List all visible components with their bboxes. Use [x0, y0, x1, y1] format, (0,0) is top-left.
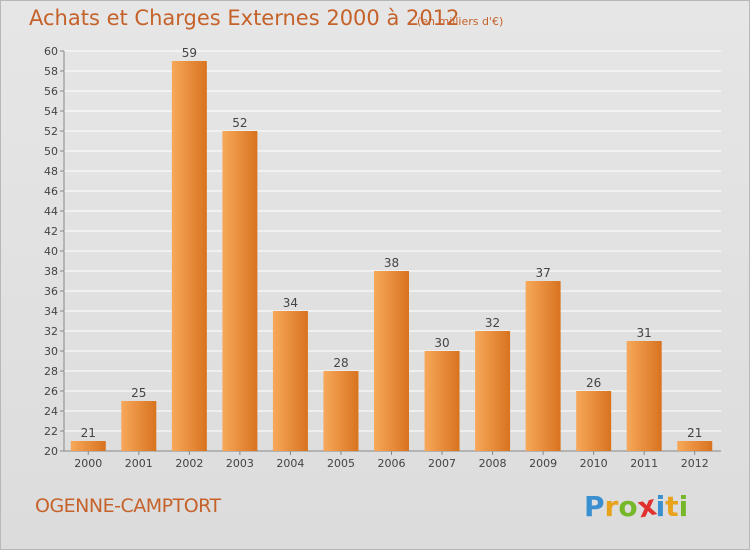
x-tick-label: 2002 — [175, 457, 203, 470]
x-tick-label: 2007 — [428, 457, 456, 470]
y-tick-label: 32 — [44, 325, 58, 338]
bar — [677, 441, 713, 451]
y-tick-label: 60 — [44, 45, 58, 58]
y-tick-label: 50 — [44, 145, 58, 158]
bar — [222, 131, 258, 451]
bar — [272, 311, 308, 451]
y-tick-label: 58 — [44, 65, 58, 78]
x-tick-label: 2000 — [74, 457, 102, 470]
data-label: 31 — [637, 326, 652, 340]
data-label: 38 — [384, 256, 399, 270]
x-tick-label: 2003 — [226, 457, 254, 470]
y-tick-label: 52 — [44, 125, 58, 138]
bar — [323, 371, 359, 451]
data-label: 25 — [131, 386, 146, 400]
y-tick-label: 38 — [44, 265, 58, 278]
data-label: 21 — [81, 426, 96, 440]
y-tick-label: 24 — [44, 405, 58, 418]
commune-name: OGENNE-CAMPTORT — [35, 495, 221, 517]
x-tick-label: 2006 — [378, 457, 406, 470]
bar — [121, 401, 157, 451]
x-tick-label: 2001 — [125, 457, 153, 470]
data-label: 34 — [283, 296, 298, 310]
proxiti-logo: Proxiti — [584, 488, 689, 524]
y-tick-label: 20 — [44, 445, 58, 458]
y-tick-label: 42 — [44, 225, 58, 238]
y-tick-label: 36 — [44, 285, 58, 298]
y-tick-label: 54 — [44, 105, 58, 118]
logo-letter: P — [584, 490, 605, 523]
x-tick-label: 2004 — [276, 457, 304, 470]
y-tick-label: 28 — [44, 365, 58, 378]
y-tick-label: 44 — [44, 205, 58, 218]
x-tick-label: 2008 — [479, 457, 507, 470]
y-tick-label: 46 — [44, 185, 58, 198]
logo-letter: o — [618, 490, 638, 523]
data-label: 59 — [182, 46, 197, 60]
bar — [626, 341, 662, 451]
logo-letter: i — [655, 490, 666, 523]
bar — [171, 61, 207, 451]
y-tick-label: 22 — [44, 425, 58, 438]
x-tick-label: 2009 — [529, 457, 557, 470]
chart-title: Achats et Charges Externes 2000 à 2012 — [29, 6, 460, 30]
y-tick-label: 56 — [44, 85, 58, 98]
data-label: 32 — [485, 316, 500, 330]
bar — [576, 391, 612, 451]
data-label: 21 — [687, 426, 702, 440]
y-tick-label: 26 — [44, 385, 58, 398]
data-label: 30 — [434, 336, 449, 350]
logo-letter: i — [678, 490, 689, 523]
y-tick-label: 48 — [44, 165, 58, 178]
bar — [70, 441, 106, 451]
y-tick-label: 40 — [44, 245, 58, 258]
bar — [424, 351, 460, 451]
data-label: 37 — [535, 266, 550, 280]
x-tick-label: 2012 — [681, 457, 709, 470]
y-tick-label: 30 — [44, 345, 58, 358]
bar — [525, 281, 561, 451]
data-label: 52 — [232, 116, 247, 130]
logo-letter: r — [604, 490, 619, 523]
y-tick-label: 34 — [44, 305, 58, 318]
x-tick-label: 2005 — [327, 457, 355, 470]
logo-letter: t — [665, 490, 679, 523]
data-label: 28 — [333, 356, 348, 370]
data-label: 26 — [586, 376, 601, 390]
x-tick-label: 2010 — [580, 457, 608, 470]
x-tick-label: 2011 — [630, 457, 658, 470]
bar — [374, 271, 409, 451]
bar — [475, 331, 511, 451]
chart-subtitle: (en milliers d'€) — [417, 15, 504, 28]
